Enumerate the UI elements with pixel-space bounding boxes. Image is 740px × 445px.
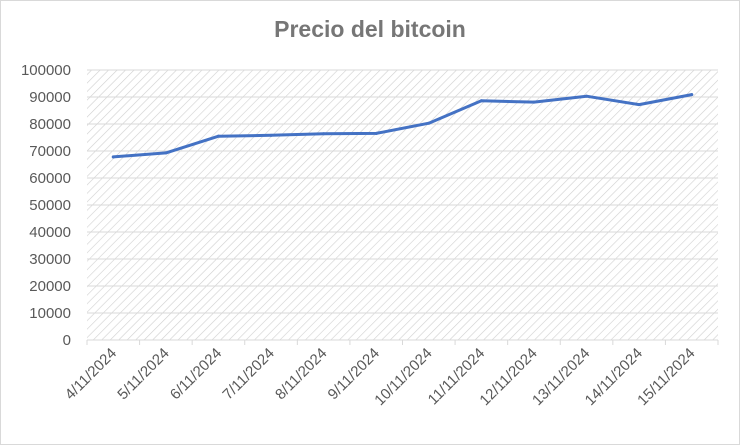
y-tick-label: 100000 [21,62,71,79]
data-point [427,121,431,125]
x-axis: 4/11/20245/11/20246/11/20247/11/20248/11… [62,339,719,409]
data-point [479,99,483,103]
y-tick-label: 50000 [29,197,71,214]
x-tick-label: 6/11/2024 [167,345,225,403]
y-tick-label: 60000 [29,170,71,187]
data-point [322,132,326,136]
y-tick-label: 80000 [29,116,71,133]
y-tick-label: 30000 [29,251,71,268]
series-layer [111,93,694,159]
y-tick-label: 90000 [29,89,71,106]
x-tick-label: 4/11/2024 [62,345,120,403]
data-point [690,93,694,97]
y-tick-label: 0 [63,332,71,349]
y-tick-label: 70000 [29,143,71,160]
x-tick-label: 5/11/2024 [114,345,172,403]
series-line [111,93,694,159]
y-axis: 0 10000 20000 30000 40000 50000 60000 70000 8000… [21,62,71,349]
data-point [374,131,378,135]
chart-title: Precio del bitcoin [274,16,466,42]
y-tick-label: 40000 [29,224,71,241]
data-point [532,100,536,104]
x-tick-label: 10/11/2024 [371,345,435,409]
data-point [111,155,115,159]
y-tick-label: 20000 [29,278,71,295]
y-tick-label: 10000 [29,305,71,322]
data-point [164,151,168,155]
data-point [637,103,641,107]
x-tick-label: 15/11/2024 [634,345,698,409]
x-tick-label: 8/11/2024 [272,345,330,403]
x-tick-label: 7/11/2024 [219,345,277,403]
data-point [269,133,273,137]
data-point [216,134,220,138]
data-point [585,94,589,98]
